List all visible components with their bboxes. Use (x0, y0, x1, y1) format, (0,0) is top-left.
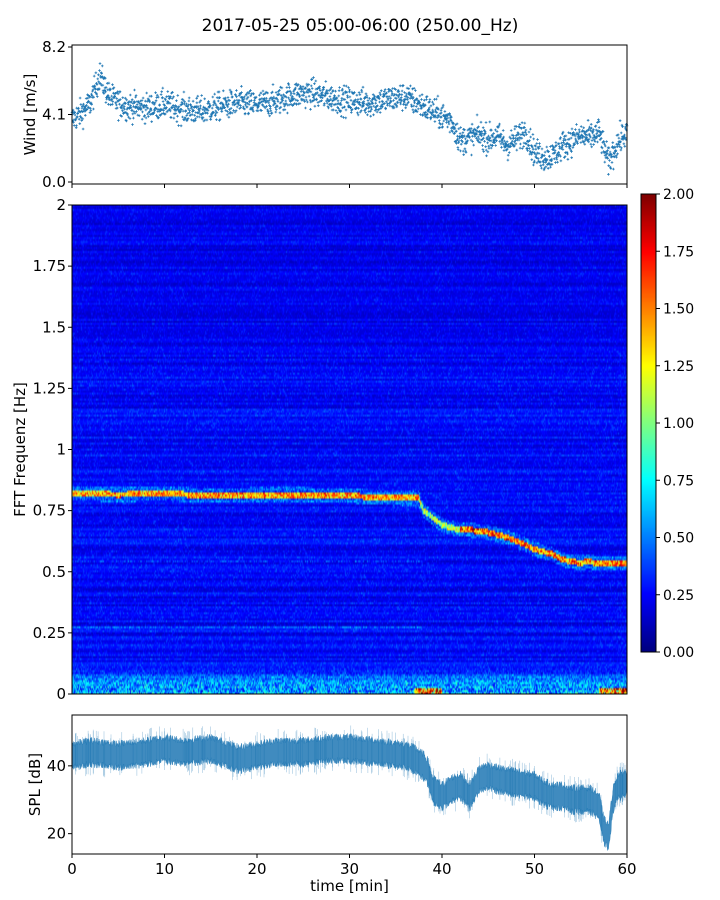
wind-y-ticks: 0.0 4.1 8.2 (42, 38, 72, 191)
wind-y-tick-label: 8.2 (42, 38, 66, 56)
spl-y-tick-label: 20 (47, 825, 66, 843)
spectrogram-y-axis-label: FFT Frequenz [Hz] (11, 382, 29, 517)
colorbar-tick-label: 1.00 (663, 416, 694, 432)
spectrogram-y-tick-label: 2 (56, 196, 66, 214)
colorbar-gradient (641, 194, 656, 652)
colorbar-ticks: 0.00 0.25 0.50 0.75 1.00 1.25 1.50 1.75 2.00 (656, 187, 694, 661)
spectrogram-y-tick-label: 1.25 (33, 379, 66, 397)
spl-series (71, 725, 628, 851)
spl-x-ticks: 0 10 20 30 40 50 60 (67, 854, 637, 878)
wind-y-tick-label: 4.1 (42, 106, 66, 124)
spectrogram-y-tick-label: 0.5 (42, 563, 66, 581)
spl-plot-frame (71, 714, 628, 855)
spl-x-tick-label: 30 (340, 860, 359, 878)
spl-x-tick-label: 50 (525, 860, 544, 878)
spl-x-tick-label: 10 (155, 860, 174, 878)
wind-x-ticks (71, 184, 628, 188)
spl-y-axis-label: SPL [dB] (26, 753, 44, 816)
spl-x-tick-label: 40 (432, 860, 451, 878)
spectrogram-y-tick-label: 0.25 (33, 624, 66, 642)
spectrogram-frame (71, 204, 628, 695)
colorbar-tick-label: 1.75 (663, 244, 694, 260)
spectrogram-y-tick-label: 0 (56, 685, 66, 703)
spl-y-tick-label: 40 (47, 757, 66, 775)
spl-x-tick-label: 20 (247, 860, 266, 878)
colorbar-tick-label: 0.25 (663, 588, 694, 604)
wind-panel: 0.0 4.1 8.2 Wind [m/s] (21, 38, 629, 191)
figure-title: 2017-05-25 05:00-06:00 (250.00_Hz) (202, 16, 519, 36)
spectrogram-y-tick-label: 1 (56, 441, 66, 459)
x-axis-label: time [min] (310, 877, 389, 895)
spl-x-tick-label: 0 (67, 860, 77, 878)
colorbar-tick-label: 0.00 (663, 645, 694, 661)
spectrogram-y-tick-label: 1.75 (33, 257, 66, 275)
wind-y-axis-label: Wind [m/s] (21, 74, 39, 156)
colorbar: 0.00 0.25 0.50 0.75 1.00 1.25 1.50 1.75 2.00 (640, 187, 694, 661)
colorbar-tick-label: 0.50 (663, 531, 694, 547)
spectrogram-y-ticks: 0 0.25 0.5 0.75 1 1.25 1.5 1.75 2 (33, 196, 72, 703)
spectrogram-y-tick-label: 0.75 (33, 502, 66, 520)
spl-x-tick-label: 60 (617, 860, 636, 878)
colorbar-tick-label: 1.25 (663, 359, 694, 375)
spectrogram-y-tick-label: 1.5 (42, 318, 66, 336)
wind-y-tick-label: 0.0 (42, 173, 66, 191)
colorbar-tick-label: 1.50 (663, 302, 694, 318)
wind-plot-frame (71, 44, 628, 185)
colorbar-tick-label: 0.75 (663, 473, 694, 489)
spl-spikes (71, 725, 626, 843)
colorbar-tick-label: 2.00 (663, 187, 694, 203)
spectrogram-image (72, 205, 627, 694)
spectrogram-panel: 0 0.25 0.5 0.75 1 1.25 1.5 1.75 2 FFT Frequenz [… (11, 196, 628, 703)
